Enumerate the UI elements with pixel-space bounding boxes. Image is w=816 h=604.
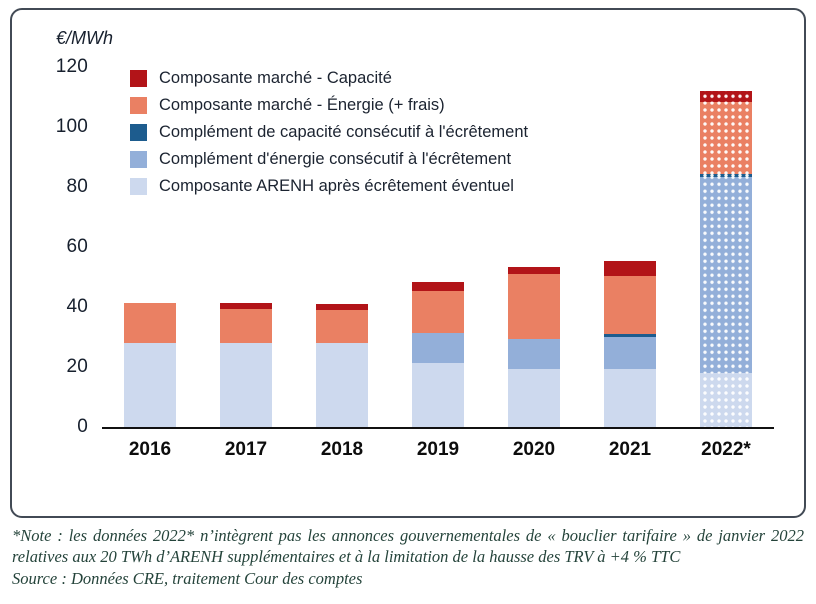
legend-swatch: [130, 70, 147, 87]
plot-area: 0 20 40 60 80 100 120 Composante marché - Capa…: [56, 56, 774, 437]
bar-segment-2019-series4: [412, 281, 464, 291]
x-axis-label: 2020: [512, 439, 556, 460]
bar-segment-2022-series3: [700, 101, 752, 174]
y-axis-title: €/MWh: [56, 28, 114, 48]
y-tick-label: 0: [77, 416, 88, 437]
bar-segment-2019-series3: [412, 290, 464, 333]
bar-segment-2020-series3: [508, 274, 560, 339]
bar-2021: [604, 260, 656, 427]
bar-segment-2021-series4: [604, 260, 656, 276]
bar-segment-2020-series0: [508, 368, 560, 427]
bar-column: [486, 67, 582, 427]
bar-segment-2016-series3: [124, 302, 176, 343]
bar-2018: [316, 304, 368, 427]
legend-label: Composante marché - Énergie (+ frais): [159, 96, 445, 114]
y-tick-label: 100: [55, 116, 88, 137]
y-tick-label: 120: [55, 56, 88, 77]
bar-segment-2018-series0: [316, 343, 368, 427]
x-axis-labels: 2016 2017 2018 2019 2020 2021 2022*: [102, 439, 774, 461]
bar-segment-2017-series3: [220, 308, 272, 343]
bar-column: [102, 67, 198, 427]
legend-label: Complément de capacité consécutif à l'éc…: [159, 123, 529, 141]
legend-swatch: [130, 178, 147, 195]
bar-column: [390, 67, 486, 427]
y-tick-label: 20: [66, 356, 88, 377]
bar-segment-2022-series0: [700, 373, 752, 427]
legend: Composante marché - Capacité Composante m…: [130, 69, 528, 196]
chart-frame: €/MWh 0 20 40 60 80 100 120 Composante marché …: [10, 8, 806, 518]
bar-segment-2021-series0: [604, 368, 656, 427]
bar-2020: [508, 266, 560, 427]
bar-column: [294, 67, 390, 427]
x-axis-label: 2017: [224, 439, 268, 460]
bar-segment-2021-series2: [604, 334, 656, 337]
legend-item: Composante marché - Énergie (+ frais): [130, 96, 528, 115]
x-axis-label: 2019: [416, 439, 460, 460]
x-axis-label: 2021: [608, 439, 652, 460]
bar-segment-2017-series4: [220, 302, 272, 309]
bar-segment-2018-series4: [316, 304, 368, 310]
legend-swatch: [130, 124, 147, 141]
bar-segment-2022-series2: [700, 173, 752, 177]
bar-segment-2018-series3: [316, 310, 368, 343]
legend-item: Composante marché - Capacité: [130, 69, 528, 88]
x-axis-label: 2016: [128, 439, 172, 460]
legend-item: Complément d'énergie consécutif à l'écrê…: [130, 150, 528, 169]
bar-segment-2020-series1: [508, 338, 560, 369]
y-tick-label: 60: [66, 236, 88, 257]
x-axis-label: 2022*: [701, 439, 751, 460]
legend-label: Composante ARENH après écrêtement éventu…: [159, 177, 514, 195]
bar-segment-2021-series1: [604, 337, 656, 369]
y-tick-label: 40: [66, 296, 88, 317]
bar-2017: [220, 302, 272, 427]
bar-segment-2017-series0: [220, 343, 272, 427]
bar-2016: [124, 302, 176, 427]
legend-label: Composante marché - Capacité: [159, 69, 392, 87]
bar-segment-2016-series0: [124, 343, 176, 427]
y-tick-label: 80: [66, 176, 88, 197]
legend-swatch: [130, 97, 147, 114]
source-line: Source : Données CRE, traitement Cour de…: [12, 568, 363, 588]
bar-2022: [700, 91, 752, 427]
legend-item: Composante ARENH après écrêtement éventu…: [130, 177, 528, 196]
footnote: *Note : les données 2022* n’intègrent pa…: [12, 526, 804, 566]
legend-item: Complément de capacité consécutif à l'éc…: [130, 123, 528, 142]
bar-column: [678, 67, 774, 427]
bar-segment-2022-series1: [700, 176, 752, 373]
legend-swatch: [130, 151, 147, 168]
bar-segment-2021-series3: [604, 275, 656, 334]
bars: [102, 67, 774, 427]
legend-label: Complément d'énergie consécutif à l'écrê…: [159, 150, 512, 168]
bar-segment-2020-series4: [508, 266, 560, 274]
bar-2019: [412, 281, 464, 427]
bar-segment-2019-series1: [412, 332, 464, 363]
bar-segment-2022-series4: [700, 91, 752, 102]
x-axis-label: 2018: [320, 439, 364, 460]
bar-column: [198, 67, 294, 427]
bar-column: [582, 67, 678, 427]
bar-segment-2019-series0: [412, 362, 464, 427]
